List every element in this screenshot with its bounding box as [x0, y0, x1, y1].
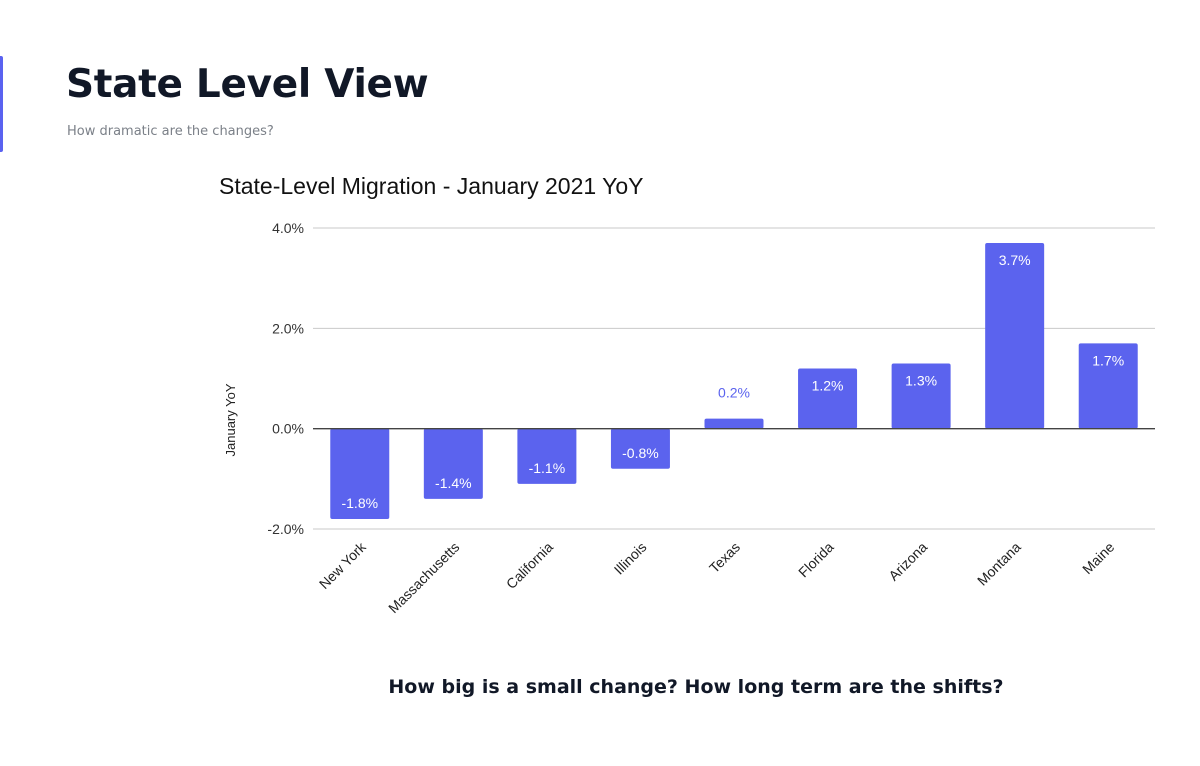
- bar-massachusetts: [423, 428, 483, 499]
- x-tick-label: New York: [316, 538, 370, 592]
- bar-montana: [985, 243, 1045, 429]
- page-subtitle: How dramatic are the changes?: [67, 124, 274, 139]
- y-tick-label: 2.0%: [272, 320, 304, 336]
- bar-arizona: [891, 363, 951, 429]
- x-tick-label: Illinois: [611, 539, 650, 578]
- bar-maine: [1078, 343, 1138, 429]
- bars: [330, 243, 1138, 519]
- x-tick-label: Arizona: [885, 539, 930, 584]
- data-label: 1.3%: [905, 372, 937, 388]
- y-tick-label: -2.0%: [267, 521, 304, 537]
- x-tick-label: Maine: [1079, 539, 1117, 577]
- data-label: 0.2%: [718, 385, 750, 401]
- x-tick-labels: New York Massachusetts California Illinois T…: [316, 538, 1118, 616]
- bar-illinois: [610, 428, 670, 469]
- x-tick-label: Texas: [706, 539, 743, 576]
- y-tick-labels: -2.0% 0.0% 2.0% 4.0%: [267, 220, 304, 537]
- bar-chart: State-Level Migration - January 2021 YoY…: [219, 173, 1155, 616]
- data-label: -1.1%: [529, 460, 566, 476]
- data-label: -1.8%: [341, 495, 378, 511]
- data-labels: -1.8% -1.4% -1.1% -0.8% 0.2% 1.2% 1.3% 3.7% 1.7%: [341, 252, 1124, 511]
- data-label: -1.4%: [435, 475, 472, 491]
- footer-question: How big is a small change? How long term…: [388, 676, 1004, 698]
- x-tick-label: California: [503, 539, 556, 592]
- x-tick-label: Montana: [974, 539, 1024, 589]
- y-tick-label: 4.0%: [272, 220, 304, 236]
- page-title: State Level View: [66, 62, 429, 107]
- data-label: -0.8%: [622, 445, 659, 461]
- bar-new-york: [330, 428, 390, 519]
- y-axis-label: January YoY: [223, 383, 238, 456]
- data-label: 1.2%: [812, 377, 844, 393]
- data-label: 3.7%: [999, 252, 1031, 268]
- accent-bar: [0, 56, 3, 152]
- bar-florida: [798, 368, 858, 429]
- y-tick-label: 0.0%: [272, 421, 304, 437]
- bar-california: [517, 428, 577, 484]
- chart-title: State-Level Migration - January 2021 YoY: [219, 173, 644, 199]
- data-label: 1.7%: [1092, 352, 1124, 368]
- bar-texas: [704, 418, 764, 429]
- x-tick-label: Massachusetts: [385, 539, 462, 616]
- x-tick-label: Florida: [795, 539, 837, 581]
